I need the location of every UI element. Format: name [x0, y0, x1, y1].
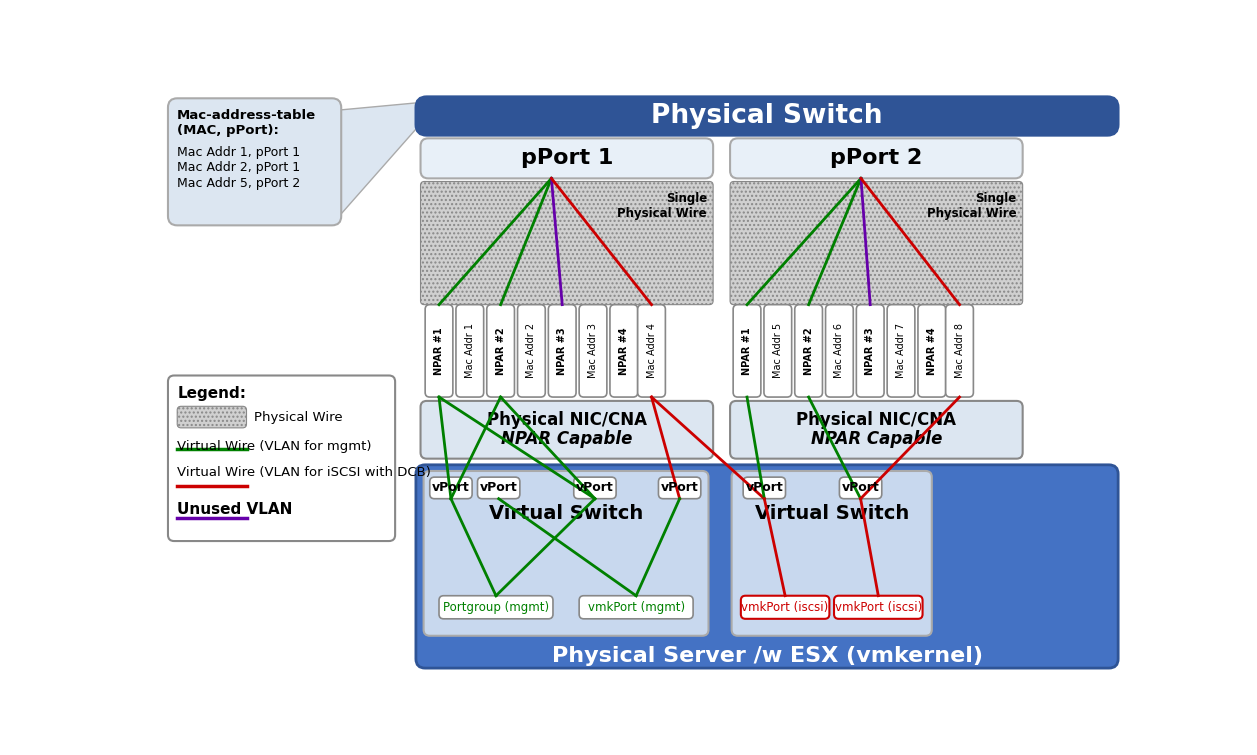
Text: NPAR Capable: NPAR Capable	[502, 430, 632, 448]
FancyBboxPatch shape	[486, 305, 514, 397]
Text: Unused VLAN: Unused VLAN	[177, 502, 293, 516]
Text: Physical NIC/CNA: Physical NIC/CNA	[797, 411, 957, 429]
FancyBboxPatch shape	[421, 401, 713, 458]
Text: Virtual Wire (VLAN for iSCSI with DCB): Virtual Wire (VLAN for iSCSI with DCB)	[177, 467, 431, 479]
Text: Mac Addr 4: Mac Addr 4	[646, 323, 656, 378]
Text: Mac Addr 1: Mac Addr 1	[465, 323, 475, 378]
Text: vmkPort (iscsi): vmkPort (iscsi)	[742, 601, 828, 614]
FancyBboxPatch shape	[430, 477, 473, 499]
Text: Virtual Switch: Virtual Switch	[489, 504, 644, 522]
Text: Virtual Wire (VLAN for mgmt): Virtual Wire (VLAN for mgmt)	[177, 440, 372, 453]
FancyBboxPatch shape	[840, 477, 881, 499]
FancyBboxPatch shape	[730, 401, 1023, 458]
FancyBboxPatch shape	[579, 305, 607, 397]
FancyBboxPatch shape	[416, 465, 1119, 668]
Text: NPAR Capable: NPAR Capable	[811, 430, 941, 448]
FancyBboxPatch shape	[740, 596, 830, 619]
Text: vPort: vPort	[745, 482, 783, 495]
Text: Mac Addr 1, pPort 1: Mac Addr 1, pPort 1	[177, 146, 300, 159]
Polygon shape	[341, 103, 416, 214]
FancyBboxPatch shape	[887, 305, 915, 397]
Text: NPAR #3: NPAR #3	[865, 327, 875, 374]
Text: Mac Addr 6: Mac Addr 6	[835, 323, 845, 378]
FancyBboxPatch shape	[421, 138, 713, 178]
FancyBboxPatch shape	[456, 305, 484, 397]
FancyBboxPatch shape	[918, 305, 945, 397]
Text: vPort: vPort	[576, 482, 613, 495]
Text: Mac Addr 5: Mac Addr 5	[773, 323, 783, 378]
FancyBboxPatch shape	[168, 375, 395, 541]
Text: Mac Addr 5, pPort 2: Mac Addr 5, pPort 2	[177, 177, 300, 190]
Text: vPort: vPort	[842, 482, 880, 495]
FancyBboxPatch shape	[424, 471, 709, 636]
Text: Mac Addr 7: Mac Addr 7	[896, 323, 906, 378]
FancyBboxPatch shape	[730, 138, 1023, 178]
Text: Mac-address-table
(MAC, pPort):: Mac-address-table (MAC, pPort):	[177, 109, 317, 137]
Text: Physical Server /w ESX (vmkernel): Physical Server /w ESX (vmkernel)	[552, 646, 983, 666]
Text: NPAR #1: NPAR #1	[434, 327, 444, 374]
Text: Legend:: Legend:	[177, 387, 246, 401]
Text: NPAR #2: NPAR #2	[495, 327, 505, 374]
Text: NPAR #3: NPAR #3	[557, 327, 567, 374]
Text: vmkPort (mgmt): vmkPort (mgmt)	[587, 601, 685, 614]
FancyBboxPatch shape	[579, 596, 693, 619]
FancyBboxPatch shape	[421, 181, 713, 305]
FancyBboxPatch shape	[730, 181, 1023, 305]
Text: Physical Switch: Physical Switch	[651, 103, 882, 129]
Text: NPAR #2: NPAR #2	[803, 327, 813, 374]
FancyBboxPatch shape	[826, 305, 854, 397]
FancyBboxPatch shape	[518, 305, 546, 397]
Text: Mac Addr 8: Mac Addr 8	[954, 323, 964, 378]
FancyBboxPatch shape	[794, 305, 822, 397]
FancyBboxPatch shape	[168, 98, 341, 225]
FancyBboxPatch shape	[573, 477, 616, 499]
FancyBboxPatch shape	[945, 305, 973, 397]
FancyBboxPatch shape	[478, 477, 520, 499]
FancyBboxPatch shape	[177, 406, 246, 428]
Text: Physical NIC/CNA: Physical NIC/CNA	[486, 411, 647, 429]
Text: NPAR #1: NPAR #1	[742, 327, 752, 374]
FancyBboxPatch shape	[548, 305, 576, 397]
FancyBboxPatch shape	[833, 596, 923, 619]
Text: Single
Physical Wire: Single Physical Wire	[926, 193, 1017, 220]
Text: Single
Physical Wire: Single Physical Wire	[617, 193, 706, 220]
Text: vPort: vPort	[480, 482, 518, 495]
Text: vPort: vPort	[432, 482, 470, 495]
FancyBboxPatch shape	[425, 305, 453, 397]
Text: Physical Wire: Physical Wire	[254, 411, 343, 424]
Text: NPAR #4: NPAR #4	[618, 327, 628, 374]
Text: pPort 1: pPort 1	[520, 149, 613, 168]
FancyBboxPatch shape	[610, 305, 637, 397]
FancyBboxPatch shape	[637, 305, 665, 397]
Text: pPort 2: pPort 2	[830, 149, 923, 168]
FancyBboxPatch shape	[732, 471, 931, 636]
Text: vPort: vPort	[661, 482, 699, 495]
FancyBboxPatch shape	[764, 305, 792, 397]
FancyBboxPatch shape	[439, 596, 553, 619]
Text: Mac Addr 2, pPort 1: Mac Addr 2, pPort 1	[177, 162, 300, 174]
Text: NPAR #4: NPAR #4	[926, 327, 936, 374]
Text: Virtual Switch: Virtual Switch	[754, 504, 909, 522]
Text: Mac Addr 3: Mac Addr 3	[588, 323, 598, 378]
FancyBboxPatch shape	[733, 305, 760, 397]
FancyBboxPatch shape	[659, 477, 701, 499]
FancyBboxPatch shape	[416, 97, 1119, 135]
FancyBboxPatch shape	[743, 477, 786, 499]
FancyBboxPatch shape	[856, 305, 884, 397]
Text: vmkPort (iscsi): vmkPort (iscsi)	[835, 601, 921, 614]
Text: Portgroup (mgmt): Portgroup (mgmt)	[442, 601, 549, 614]
Text: Mac Addr 2: Mac Addr 2	[527, 323, 537, 378]
